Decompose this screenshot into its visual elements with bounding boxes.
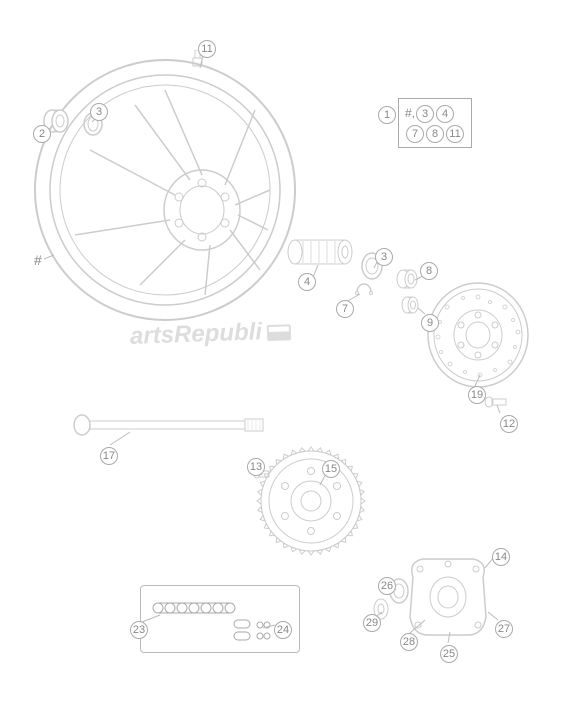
callout-4: 4 [298, 273, 316, 291]
callout-27: 27 [495, 620, 513, 638]
callout-25: 25 [440, 645, 458, 663]
callout-28: 28 [400, 633, 418, 651]
exploded-diagram: artsRepubli 1 #,34 7811 # [0, 0, 579, 710]
callout-9: 9 [421, 314, 439, 332]
callout-7: 7 [336, 300, 354, 318]
callout-2: 2 [33, 125, 51, 143]
callout-15: 15 [322, 460, 340, 478]
callout-11: 11 [198, 40, 216, 58]
callout-3b: 3 [375, 248, 393, 266]
callout-26: 26 [378, 577, 396, 595]
callout-23: 23 [130, 621, 148, 639]
callout-19: 19 [468, 386, 486, 404]
leader-lines [0, 0, 579, 710]
callout-29: 29 [363, 614, 381, 632]
callout-17: 17 [100, 447, 118, 465]
callout-8: 8 [420, 262, 438, 280]
callout-3a: 3 [90, 103, 108, 121]
callout-24: 24 [274, 621, 292, 639]
callout-14: 14 [492, 548, 510, 566]
callout-12: 12 [500, 415, 518, 433]
callout-13: 13 [247, 458, 265, 476]
